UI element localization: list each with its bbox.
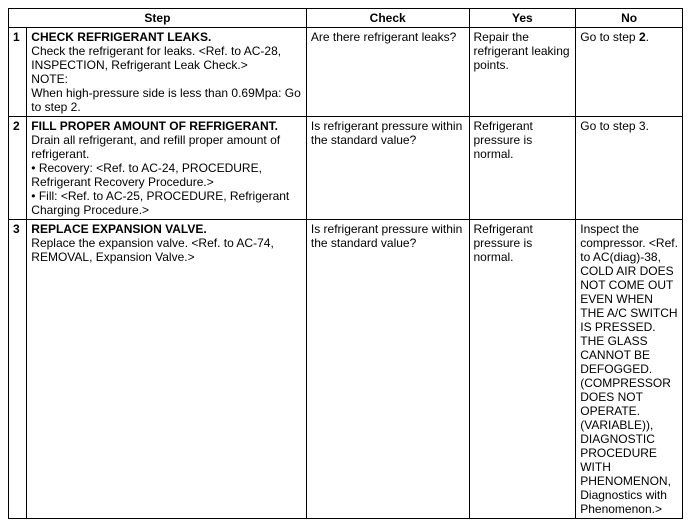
header-yes: Yes (469, 9, 576, 28)
header-no: No (576, 9, 683, 28)
step-body: Replace the expansion valve. <Ref. to AC… (31, 236, 302, 264)
table-row: 3 REPLACE EXPANSION VALVE. Replace the e… (9, 220, 683, 519)
table-row: 2 FILL PROPER AMOUNT OF REFRIGERANT. Dra… (9, 117, 683, 220)
step-title: CHECK REFRIGERANT LEAKS. (31, 30, 302, 44)
diagnostic-table: Step Check Yes No 1 CHECK REFRIGERANT LE… (8, 8, 683, 519)
check-cell: Is refrigerant pressure within the stand… (306, 220, 469, 519)
yes-cell: Refrigerant pressure is normal. (469, 117, 576, 220)
check-cell: Are there refrigerant leaks? (306, 28, 469, 117)
step-number: 3 (9, 220, 27, 519)
header-step: Step (9, 9, 307, 28)
yes-cell: Repair the refrigerant leaking points. (469, 28, 576, 117)
step-body: Drain all refrigerant, and refill proper… (31, 133, 302, 161)
no-text-pre: Go to step (580, 30, 639, 44)
step-bullet: • Recovery: <Ref. to AC-24, PROCEDURE, R… (31, 161, 302, 189)
no-text-bold: 2 (639, 30, 646, 44)
check-cell: Is refrigerant pressure within the stand… (306, 117, 469, 220)
no-cell: Go to step 2. (576, 28, 683, 117)
header-check: Check (306, 9, 469, 28)
table-header-row: Step Check Yes No (9, 9, 683, 28)
note-label: NOTE: (31, 72, 302, 86)
step-title: REPLACE EXPANSION VALVE. (31, 222, 302, 236)
step-cell: FILL PROPER AMOUNT OF REFRIGERANT. Drain… (27, 117, 307, 220)
note-body: When high-pressure side is less than 0.6… (31, 86, 302, 114)
table-row: 1 CHECK REFRIGERANT LEAKS. Check the ref… (9, 28, 683, 117)
no-cell: Go to step 3. (576, 117, 683, 220)
yes-cell: Refrigerant pressure is normal. (469, 220, 576, 519)
no-cell: Inspect the compressor. <Ref. to AC(diag… (576, 220, 683, 519)
step-cell: REPLACE EXPANSION VALVE. Replace the exp… (27, 220, 307, 519)
step-bullet: • Fill: <Ref. to AC-25, PROCEDURE, Refri… (31, 189, 302, 217)
step-title: FILL PROPER AMOUNT OF REFRIGERANT. (31, 119, 302, 133)
step-body: Check the refrigerant for leaks. <Ref. t… (31, 44, 302, 72)
step-number: 2 (9, 117, 27, 220)
no-text-post: . (646, 30, 649, 44)
step-cell: CHECK REFRIGERANT LEAKS. Check the refri… (27, 28, 307, 117)
step-number: 1 (9, 28, 27, 117)
